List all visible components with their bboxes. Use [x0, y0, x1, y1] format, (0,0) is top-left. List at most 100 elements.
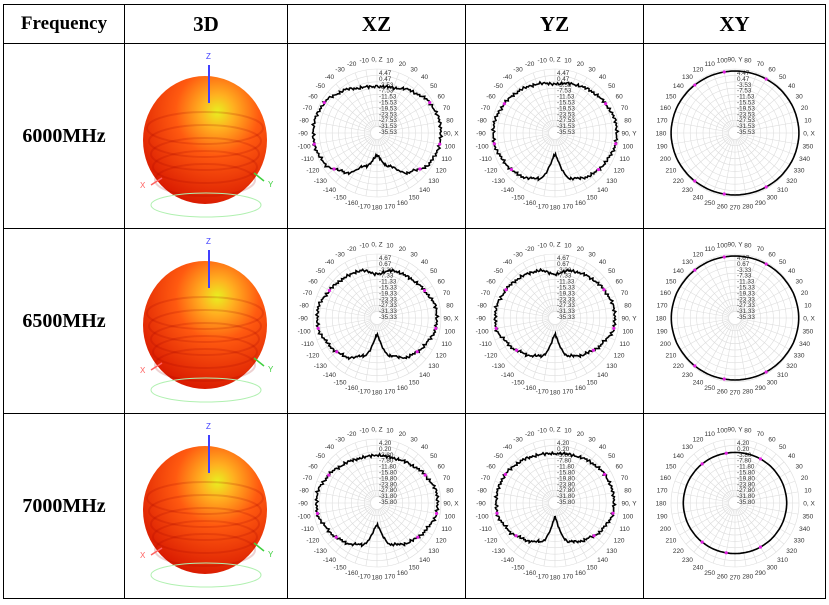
sphere-band	[148, 494, 262, 528]
gain-scale-label: -23.80	[557, 481, 575, 488]
sphere-band	[152, 335, 258, 369]
gain-scale-label: -11.53	[737, 94, 755, 101]
x-axis-line	[150, 362, 163, 371]
grid-spoke	[522, 508, 552, 559]
grid-spoke	[678, 470, 730, 501]
angle-tick-label: 0, Z	[371, 57, 382, 64]
grid-spoke	[560, 504, 615, 526]
angle-tick-label: 10	[564, 58, 572, 65]
angle-tick-label: 50	[430, 83, 438, 90]
grid-spoke	[313, 491, 371, 503]
grid-spoke	[735, 139, 746, 197]
angle-tick-label: -30	[335, 66, 345, 73]
grid-spoke	[344, 77, 374, 128]
angle-tick-label: 210	[665, 168, 676, 175]
angle-tick-label: -120	[484, 168, 497, 175]
angle-tick-label: 170	[656, 488, 667, 495]
grid-spoke	[377, 69, 388, 127]
grid-spoke	[316, 110, 371, 132]
gain-scale-label: -23.53	[737, 111, 755, 118]
angle-tick-label: 0, Z	[371, 242, 382, 249]
gain-scale-label: -23.80	[379, 481, 397, 488]
grid-spoke	[674, 319, 729, 341]
grid-spoke	[671, 121, 729, 133]
angle-tick-label: 70	[756, 61, 764, 68]
angle-tick-label: -160	[523, 200, 536, 207]
grid-spoke	[738, 507, 776, 553]
grid-spoke	[381, 136, 426, 175]
grid-spoke	[543, 254, 554, 312]
grid-ring	[369, 496, 384, 510]
angle-tick-label: 240	[692, 195, 703, 202]
pattern-marker	[700, 540, 704, 544]
grid-spoke	[327, 91, 372, 130]
gain-scale-label: -7.80	[737, 458, 752, 465]
gain-scale-label: -11.33	[557, 279, 575, 286]
gain-scale-label: 4.20	[557, 440, 570, 447]
grid-spoke	[559, 135, 611, 166]
sphere-band	[150, 137, 260, 171]
pattern-marker	[415, 350, 419, 354]
angle-tick-label: 160	[574, 570, 585, 577]
angle-tick-label: 10	[804, 488, 812, 495]
grid-spoke	[335, 137, 373, 183]
gain-scale-label: -23.33	[379, 296, 397, 303]
angle-tick-label: 180	[549, 575, 560, 582]
angle-tick-label: 160	[396, 570, 407, 577]
gain-scale-label: -35.80	[379, 499, 397, 506]
angle-tick-label: 10	[386, 243, 394, 250]
pattern-yz: 0, Z 10 20 30 40 50 60 70 80 90, Y 100 110 120 130 140…	[465, 413, 644, 599]
grid-spoke	[382, 295, 437, 317]
angle-tick-label: 330	[793, 353, 804, 360]
angle-tick-label: 60	[768, 66, 776, 73]
gain-scale-label: -27.33	[737, 302, 755, 309]
grid-spoke	[712, 323, 733, 379]
grid-spoke	[685, 276, 730, 315]
angle-tick-label: -20	[524, 61, 534, 68]
angle-tick-label: 170	[656, 118, 667, 125]
grid-spoke	[557, 262, 587, 313]
sphere-band	[146, 111, 264, 145]
grid-spoke	[320, 505, 372, 536]
grid-spoke	[740, 121, 798, 133]
angle-tick-label: 180	[655, 316, 666, 323]
angle-tick-label: 170	[656, 303, 667, 310]
gain-scale-label: 4.67	[557, 255, 570, 262]
grid-spoke	[723, 254, 734, 312]
angle-tick-label: -170	[535, 203, 548, 210]
x-axis-label: X	[140, 366, 146, 375]
angle-tick-label: 150	[408, 195, 419, 202]
angle-tick-label: -130	[313, 363, 326, 370]
grid-spoke	[313, 133, 371, 145]
gain-scale-label: 0.47	[737, 76, 750, 83]
grid-spoke	[327, 136, 372, 175]
angle-tick-label: 20	[800, 105, 808, 112]
angle-tick-label: 330	[793, 538, 804, 545]
gain-scale-label: -27.33	[379, 302, 397, 309]
grid-spoke	[723, 69, 734, 127]
angle-tick-label: -90	[298, 131, 308, 138]
grid-spoke	[532, 508, 553, 564]
grid-spoke	[685, 506, 730, 545]
angle-tick-label: -10	[537, 428, 547, 435]
base-ring	[150, 192, 262, 218]
grid-spoke	[723, 324, 734, 382]
angle-tick-label: -120	[484, 538, 497, 545]
angle-tick-label: 10	[804, 118, 812, 125]
grid-spoke	[555, 324, 566, 382]
pattern-3d: Z X Y	[124, 228, 288, 414]
grid-spoke	[543, 324, 554, 382]
angle-tick-label: 180	[655, 131, 666, 138]
grid-spoke	[740, 110, 795, 132]
angle-tick-label: -30	[513, 251, 523, 258]
gain-scale-label: -27.53	[557, 117, 575, 124]
y-axis-label: Y	[268, 550, 274, 559]
pattern-marker	[494, 326, 498, 330]
angle-tick-label: -30	[513, 436, 523, 443]
grid-spoke	[365, 324, 376, 382]
y-axis-label: Y	[268, 365, 274, 374]
angle-tick-label: -90	[476, 316, 486, 323]
gain-scale-label: -19.53	[557, 105, 575, 112]
sphere-band	[146, 481, 264, 515]
